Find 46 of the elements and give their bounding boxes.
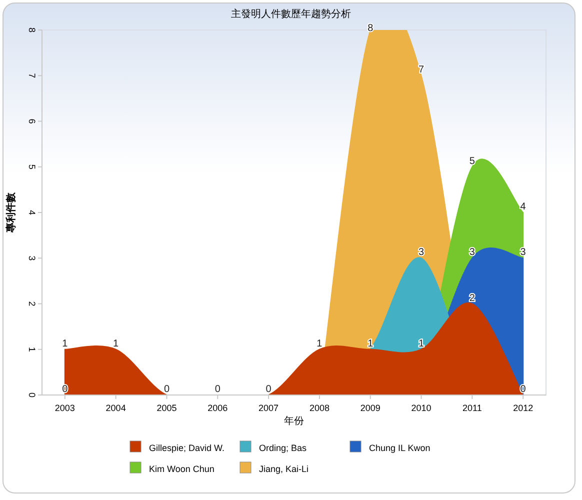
y-tick-label: 1	[27, 346, 37, 352]
data-label: 4	[520, 202, 526, 212]
chart-title: 主發明人件數歷年趨勢分析	[231, 8, 351, 20]
data-label: 1	[316, 338, 323, 350]
x-tick-label: 2010	[411, 403, 432, 413]
x-tick-label: 2003	[54, 403, 75, 413]
legend-label: Kim Woon Chun	[149, 464, 214, 474]
legend-label: Jiang, Kai-Li	[259, 464, 309, 474]
y-tick-label: 0	[27, 392, 37, 398]
data-label: 3	[418, 247, 424, 258]
data-label: 0	[266, 384, 272, 395]
x-tick-label: 2004	[106, 403, 126, 413]
data-label: 0	[164, 384, 170, 395]
y-tick-label: 3	[27, 256, 37, 261]
y-tick-label: 5	[27, 164, 37, 170]
data-label: 1	[113, 338, 120, 350]
legend-item: Ording; Bas	[240, 440, 307, 453]
x-tick-label: 2012	[513, 403, 534, 413]
x-tick-label: 2005	[156, 403, 177, 413]
legend-label: Chung IL Kwon	[369, 443, 430, 453]
y-tick-label: 4	[27, 210, 37, 216]
x-tick-label: 2008	[309, 403, 330, 413]
legend-label: Gillespie; David W.	[149, 443, 225, 453]
data-label: 5	[469, 156, 476, 167]
x-axis-title: 年份	[284, 415, 304, 427]
data-label: 0	[214, 384, 221, 395]
legend-item: Chung IL Kwon	[350, 440, 430, 453]
y-tick-label: 6	[27, 118, 37, 124]
data-label: 1	[368, 338, 374, 350]
data-label: 1	[418, 338, 424, 350]
legend-item: Kim Woon Chun	[130, 462, 214, 474]
x-tick-label: 2007	[258, 403, 279, 413]
y-tick-label: 8	[27, 27, 37, 33]
x-tick-label: 2006	[208, 403, 228, 413]
legend-label: Ording; Bas	[259, 443, 308, 453]
y-tick-label: 2	[27, 301, 37, 306]
y-tick-label: 7	[27, 73, 37, 78]
data-label: 3	[469, 247, 476, 258]
legend-item: Gillespie; David W.	[130, 440, 225, 453]
data-label: 2	[469, 292, 476, 304]
x-tick-label: 2011	[462, 403, 482, 413]
legend-item: Jiang, Kai-Li	[240, 462, 309, 474]
data-label: 0	[520, 384, 526, 395]
data-label: 1	[62, 338, 68, 350]
x-tick-label: 2009	[360, 403, 380, 413]
y-axis-title: 專利件數	[5, 192, 17, 234]
